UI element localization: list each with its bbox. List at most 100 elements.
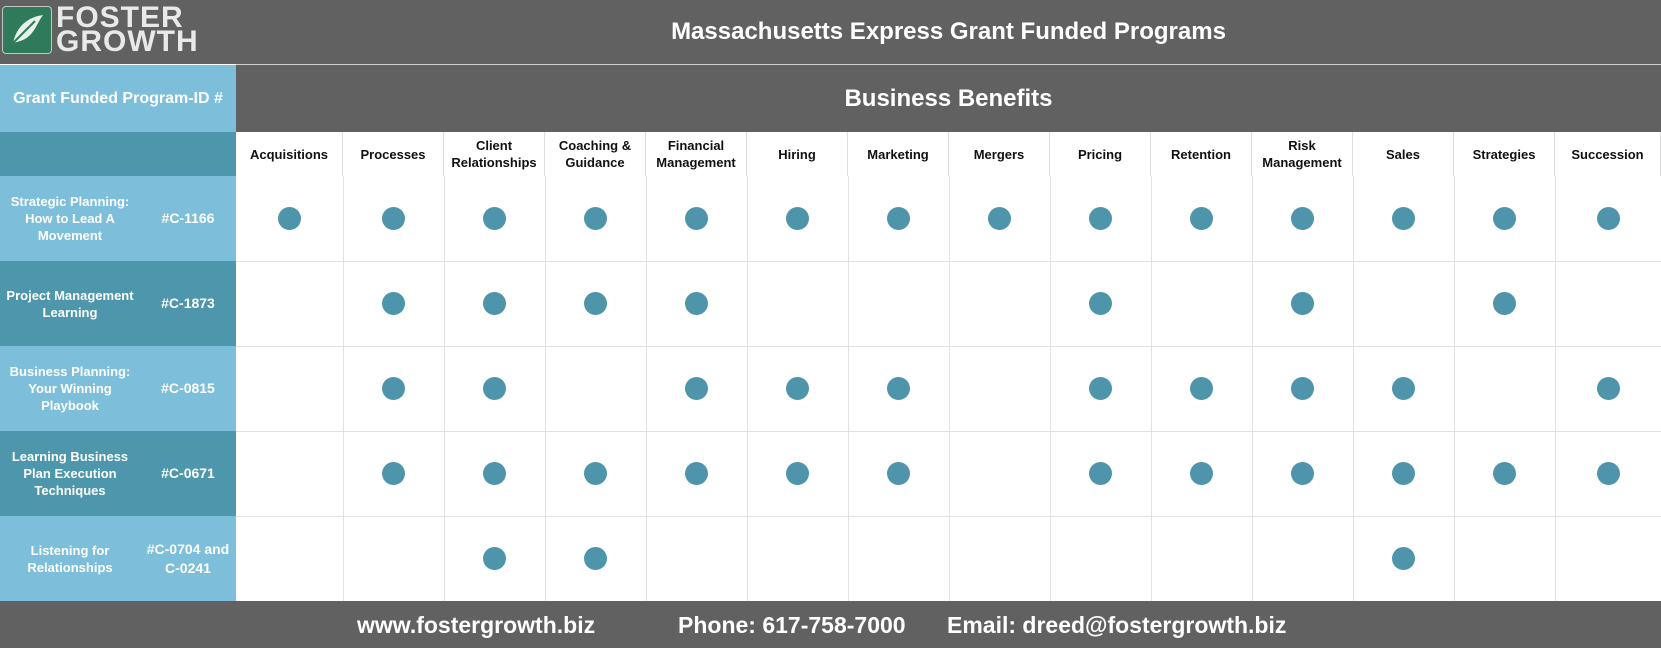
footer-email[interactable]: Email: dreed@fostergrowth.biz: [947, 612, 1287, 638]
benefit-dot: [584, 462, 607, 485]
grid-line: [545, 176, 546, 601]
program-row-label: Listening for Relationships #C-0704 and C…: [0, 516, 236, 601]
benefit-dot: [483, 292, 506, 315]
grid-line: [1252, 176, 1253, 601]
benefit-dot: [1190, 462, 1213, 485]
benefit-dot: [887, 462, 910, 485]
grid-line: [236, 346, 1661, 347]
column-header: Client Relationships: [444, 132, 545, 176]
grid-line: [236, 516, 1661, 517]
grid-line: [1555, 176, 1556, 601]
benefit-dot: [382, 292, 405, 315]
benefit-dot: [1493, 292, 1516, 315]
program-name: Project Management Learning: [6, 287, 134, 320]
benefit-dot: [887, 207, 910, 230]
logo-line-2: GROWTH: [56, 25, 199, 58]
footer-website[interactable]: www.fostergrowth.biz: [357, 612, 596, 638]
benefit-dot: [483, 462, 506, 485]
column-header: Coaching & Guidance: [545, 132, 646, 176]
footer-bar: www.fostergrowth.biz Phone: 617-758-7000…: [0, 601, 1661, 648]
footer-phone: Phone: 617-758-7000: [678, 612, 906, 638]
benefit-dot: [1089, 207, 1112, 230]
grid-line: [1353, 176, 1354, 601]
benefits-header: Business Benefits: [236, 65, 1661, 132]
divider: [236, 64, 1661, 65]
column-header: Risk Management: [1252, 132, 1353, 176]
program-column-header: Grant Funded Program-ID #: [0, 65, 236, 132]
benefit-dot: [1596, 207, 1620, 230]
benefit-dot: [584, 547, 607, 570]
program-name: Business Planning: Your Winning Playbook: [9, 364, 131, 413]
grid-line: [949, 176, 950, 601]
benefit-dot: [483, 547, 506, 570]
benefit-dot: [685, 292, 708, 315]
benefit-dot: [584, 207, 607, 230]
column-header: Acquisitions: [236, 132, 343, 176]
benefit-dot: [382, 377, 405, 400]
program-row-label: Learning Business Plan Execution Techniq…: [0, 431, 236, 516]
grid-line: [236, 261, 1661, 262]
benefit-dot: [786, 377, 809, 400]
program-name: Listening for Relationships: [27, 542, 113, 575]
grid-line: [444, 176, 445, 601]
grid-line: [236, 431, 1661, 432]
foster-growth-logo: FOSTER GROWTH: [2, 1, 222, 58]
column-header: Financial Management: [646, 132, 747, 176]
benefit-dot: [1392, 377, 1415, 400]
benefit-dot: [685, 207, 708, 230]
benefit-dot: [786, 207, 809, 230]
benefit-dot: [382, 207, 405, 230]
program-name: Strategic Planning: How to Lead A Moveme…: [10, 194, 130, 243]
program-id: #C-0704 and C-0241: [146, 540, 230, 576]
benefit-dot: [1190, 377, 1213, 400]
benefit-dot: [1596, 377, 1620, 400]
benefit-dot: [483, 207, 506, 230]
benefit-dot: [1190, 207, 1213, 230]
benefit-dot: [1089, 292, 1112, 315]
benefit-dot: [1493, 207, 1516, 230]
program-row-label: Strategic Planning: How to Lead A Moveme…: [0, 176, 236, 261]
benefit-dot: [382, 462, 405, 485]
benefit-dot: [685, 462, 708, 485]
grid-line: [343, 176, 344, 601]
program-row-label: Business Planning: Your Winning Playbook…: [0, 346, 236, 431]
benefit-dot: [1089, 377, 1112, 400]
benefit-dot: [988, 207, 1011, 230]
benefit-dot: [1291, 292, 1314, 315]
column-header: Hiring: [747, 132, 848, 176]
benefit-dot: [1392, 462, 1415, 485]
program-row-label: Project Management Learning #C-1873: [0, 261, 236, 346]
benefit-dot: [483, 377, 506, 400]
header-bar: FOSTER GROWTH Massachusetts Express Gran…: [0, 0, 1661, 64]
program-subheader-cell: [0, 132, 236, 176]
benefit-dot: [1291, 462, 1314, 485]
leaf-logo-icon: [2, 6, 52, 54]
column-header: Mergers: [949, 132, 1050, 176]
column-header: Processes: [343, 132, 444, 176]
benefit-dot: [887, 377, 910, 400]
benefit-dot: [1493, 462, 1516, 485]
column-header: Sales: [1353, 132, 1454, 176]
column-header: Marketing: [848, 132, 949, 176]
benefit-dot: [1291, 377, 1314, 400]
benefit-dot: [786, 462, 809, 485]
grid-line: [1151, 176, 1152, 601]
grid-line: [646, 176, 647, 601]
program-id: #C-1166: [161, 210, 215, 226]
benefit-dot: [278, 207, 301, 230]
benefit-dot: [1291, 207, 1314, 230]
column-header: Pricing: [1050, 132, 1151, 176]
benefit-dot: [685, 377, 708, 400]
column-header: Succession: [1555, 132, 1661, 176]
program-id: #C-1873: [161, 295, 215, 311]
logo-line-1: FOSTER: [56, 1, 184, 34]
program-id: #C-0815: [161, 380, 215, 396]
grid-line: [1454, 176, 1455, 601]
page-title: Massachusetts Express Grant Funded Progr…: [671, 18, 1226, 45]
grid-line: [1050, 176, 1051, 601]
benefit-dot: [1596, 462, 1620, 485]
benefit-dot: [1089, 462, 1112, 485]
grid-line: [848, 176, 849, 601]
benefit-dot: [1392, 207, 1415, 230]
benefit-dot: [1392, 547, 1415, 570]
